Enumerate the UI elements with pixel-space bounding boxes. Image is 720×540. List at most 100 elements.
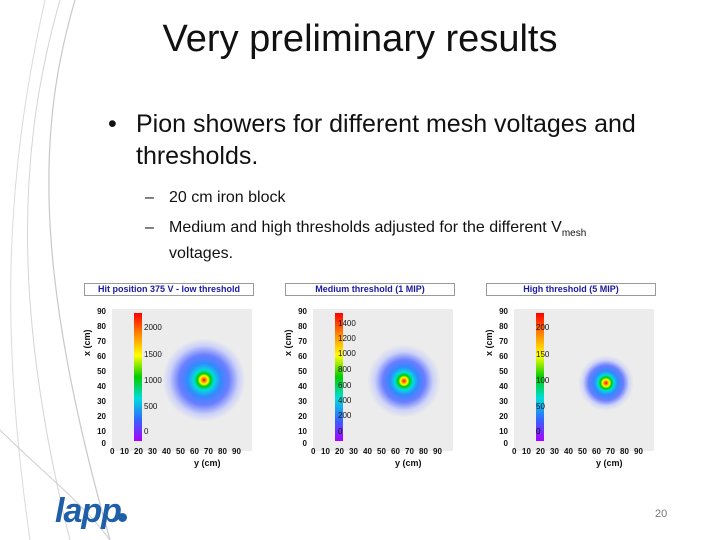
x-tick: 30	[148, 447, 157, 456]
y-tick: 80	[499, 322, 508, 331]
x-tick: 70	[405, 447, 414, 456]
x-tick: 0	[512, 447, 517, 456]
x-tick: 90	[634, 447, 643, 456]
y-tick: 90	[499, 307, 508, 316]
color-scale-tick: 1200	[338, 334, 356, 343]
color-scale-tick: 150	[536, 350, 550, 359]
color-scale-tick: 500	[144, 402, 158, 411]
shower-hit-map	[367, 344, 441, 418]
color-scale-tick: 50	[536, 402, 545, 411]
y-tick: 40	[499, 382, 508, 391]
sub-marker: –	[145, 189, 154, 206]
shower-hit-map	[162, 338, 246, 422]
x-axis-label: y (cm)	[194, 458, 221, 468]
x-tick: 60	[190, 447, 199, 456]
y-tick: 90	[97, 307, 106, 316]
y-tick: 10	[97, 427, 106, 436]
y-tick: 90	[298, 307, 307, 316]
y-tick: 80	[97, 322, 106, 331]
sub-marker: –	[145, 219, 154, 236]
x-tick: 50	[578, 447, 587, 456]
color-scale-tick: 200	[338, 411, 352, 420]
y-tick: 70	[97, 337, 106, 346]
x-tick: 20	[335, 447, 344, 456]
color-scale-tick: 1000	[144, 376, 162, 385]
color-scale-tick: 200	[536, 323, 550, 332]
color-scale-bar	[536, 313, 544, 441]
x-tick: 60	[592, 447, 601, 456]
lapp-logo: lapp	[55, 492, 122, 530]
x-tick: 70	[606, 447, 615, 456]
x-tick: 60	[391, 447, 400, 456]
y-tick: 20	[499, 412, 508, 421]
page-number: 20	[655, 508, 668, 520]
slide-title: Very preliminary results	[162, 18, 558, 60]
x-tick: 10	[321, 447, 330, 456]
x-axis-label: y (cm)	[395, 458, 422, 468]
y-tick: 40	[97, 382, 106, 391]
x-tick: 20	[134, 447, 143, 456]
color-scale-tick: 1500	[144, 350, 162, 359]
color-scale-tick: 0	[536, 427, 541, 436]
color-scale-tick: 2000	[144, 323, 162, 332]
x-tick: 30	[349, 447, 358, 456]
plot-panel-low-threshold: Hit position 375 V - low threshold x (cm…	[82, 283, 254, 468]
x-tick: 80	[218, 447, 227, 456]
y-tick: 60	[97, 352, 106, 361]
y-tick: 20	[298, 412, 307, 421]
x-tick: 40	[564, 447, 573, 456]
x-tick: 10	[120, 447, 129, 456]
x-tick: 70	[204, 447, 213, 456]
y-tick: 50	[499, 367, 508, 376]
x-tick: 0	[311, 447, 316, 456]
plot-panel-medium-threshold: Medium threshold (1 MIP) x (cm) 90 80 70…	[283, 283, 455, 468]
x-axis-label: y (cm)	[596, 458, 623, 468]
sub-bullet-1: – 20 cm iron block	[145, 188, 685, 208]
color-scale-tick: 600	[338, 381, 352, 390]
x-tick: 80	[620, 447, 629, 456]
color-scale-tick: 400	[338, 396, 352, 405]
y-tick: 30	[298, 397, 307, 406]
y-tick: 10	[499, 427, 508, 436]
color-scale-tick: 0	[338, 427, 343, 436]
color-scale-tick: 800	[338, 365, 352, 374]
x-tick: 50	[176, 447, 185, 456]
plot-panel-high-threshold: High threshold (5 MIP) x (cm) 90 80 70 6…	[484, 283, 656, 468]
x-tick: 80	[419, 447, 428, 456]
y-tick: 20	[97, 412, 106, 421]
plot-title: High threshold (5 MIP)	[486, 283, 656, 296]
main-bullet: • Pion showers for different mesh voltag…	[108, 108, 688, 172]
x-tick: 10	[522, 447, 531, 456]
color-scale-tick: 1000	[338, 349, 356, 358]
y-tick: 70	[499, 337, 508, 346]
sub-bullet-1-text: 20 cm iron block	[169, 189, 286, 206]
y-tick: 60	[298, 352, 307, 361]
y-tick: 30	[97, 397, 106, 406]
y-tick: 0	[503, 439, 508, 448]
sub-bullet-2-continuation: voltages.	[169, 245, 234, 263]
shower-hit-map	[578, 355, 634, 411]
x-tick: 30	[550, 447, 559, 456]
y-tick: 60	[499, 352, 508, 361]
y-tick: 50	[97, 367, 106, 376]
y-tick: 0	[101, 439, 106, 448]
bullet-marker: •	[108, 110, 117, 138]
decorative-swoosh	[0, 0, 111, 540]
x-tick: 40	[162, 447, 171, 456]
y-tick: 10	[298, 427, 307, 436]
y-tick: 80	[298, 322, 307, 331]
color-scale-bar	[335, 313, 343, 441]
x-tick: 40	[363, 447, 372, 456]
sub-bullet-2: – Medium and high thresholds adjusted fo…	[145, 218, 685, 264]
y-tick: 40	[298, 382, 307, 391]
x-tick: 50	[377, 447, 386, 456]
y-tick: 70	[298, 337, 307, 346]
color-scale-tick: 100	[536, 376, 550, 385]
x-tick: 90	[433, 447, 442, 456]
bullet-text: Pion showers for different mesh voltages…	[136, 110, 636, 170]
plot-title: Medium threshold (1 MIP)	[285, 283, 455, 296]
y-tick: 30	[499, 397, 508, 406]
color-scale-tick: 1400	[338, 319, 356, 328]
plot-title: Hit position 375 V - low threshold	[84, 283, 254, 296]
logo-dot-icon	[118, 513, 127, 522]
